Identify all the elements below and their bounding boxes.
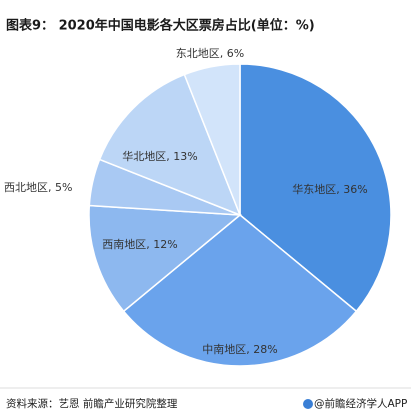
data-label: 西北地区, 5% — [4, 181, 72, 194]
data-label: 华北地区, 13% — [122, 149, 197, 163]
slice — [98, 73, 242, 217]
slice — [239, 63, 392, 313]
slice — [122, 214, 358, 367]
brand: @前瞻经济学人APP — [314, 397, 407, 410]
data-label: 西南地区, 12% — [102, 238, 177, 251]
chart-title: 图表9： 2020年中国电影各大区票房占比(单位：%) — [6, 18, 315, 34]
source: 资料来源：艺恩 前瞻产业研究院整理 — [6, 397, 178, 410]
brand-icon — [303, 399, 313, 409]
data-label: 华东地区, 36% — [292, 182, 367, 196]
slice — [183, 63, 241, 216]
data-label: 东北地区, 6% — [176, 47, 244, 60]
slice — [88, 204, 242, 313]
data-label: 中南地区, 28% — [202, 343, 277, 356]
